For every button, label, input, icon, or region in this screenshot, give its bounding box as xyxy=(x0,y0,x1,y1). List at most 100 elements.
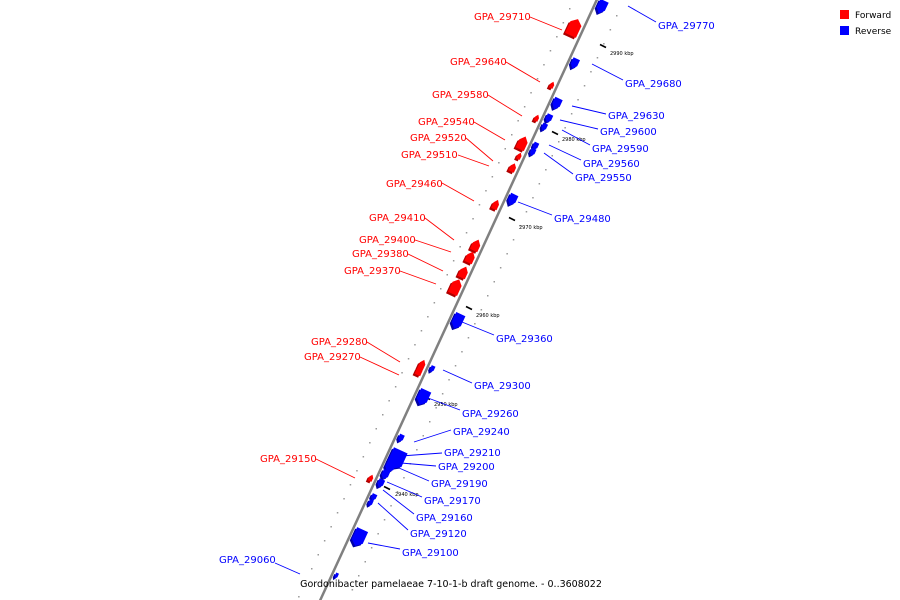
gene-label[interactable]: GPA_29060 xyxy=(219,555,276,566)
gene-glyph[interactable] xyxy=(470,239,481,253)
gene-label[interactable]: GPA_29370 xyxy=(344,266,401,277)
gene-glyph[interactable] xyxy=(532,141,540,150)
backbone-dot xyxy=(487,295,489,297)
gene-label-connector xyxy=(548,144,582,161)
gene-label[interactable]: GPA_29280 xyxy=(311,337,368,348)
gene-glyph[interactable] xyxy=(448,279,462,296)
gene-glyph[interactable] xyxy=(596,0,609,14)
backbone-dot xyxy=(433,302,436,304)
gene-label[interactable]: GPA_29510 xyxy=(401,150,458,161)
gene-label[interactable]: GPA_29480 xyxy=(554,214,611,225)
gene-glyph[interactable] xyxy=(545,113,554,123)
gene-glyph[interactable] xyxy=(508,163,516,173)
gene-label[interactable]: GPA_29160 xyxy=(416,513,473,524)
gene-label[interactable]: GPA_29260 xyxy=(462,409,519,420)
gene-glyph[interactable] xyxy=(516,152,522,160)
gene-label[interactable]: GPA_29600 xyxy=(600,127,657,138)
gene-label[interactable]: GPA_29680 xyxy=(625,79,682,90)
gene-label[interactable]: GPA_29210 xyxy=(444,448,501,459)
gene-glyph[interactable] xyxy=(377,478,386,488)
gene-label[interactable]: GPA_29150 xyxy=(260,454,317,465)
gene-label[interactable]: GPA_29550 xyxy=(575,173,632,184)
backbone-dot xyxy=(506,253,508,255)
gene-glyph[interactable] xyxy=(334,572,339,579)
backbone-dot xyxy=(498,162,500,164)
gene-glyph[interactable] xyxy=(398,433,405,442)
backbone-dot xyxy=(517,120,519,122)
gene-glyph[interactable] xyxy=(457,266,468,280)
backbone-dot xyxy=(429,421,431,423)
backbone-dot xyxy=(427,316,429,318)
gene-glyph[interactable] xyxy=(570,57,580,69)
gene-label[interactable]: GPA_29100 xyxy=(402,548,459,559)
gene-glyph[interactable] xyxy=(565,19,582,38)
gene-glyph[interactable] xyxy=(414,365,423,377)
gene-glyph[interactable] xyxy=(351,527,369,546)
gene-glyph[interactable] xyxy=(508,192,519,206)
gene-label-connector xyxy=(442,369,473,384)
gene-label[interactable]: GPA_29360 xyxy=(496,334,553,345)
gene-label[interactable]: GPA_29560 xyxy=(583,159,640,170)
gene-glyph[interactable] xyxy=(367,474,374,482)
gene-label[interactable]: GPA_29120 xyxy=(410,529,467,540)
gene-label[interactable]: GPA_29400 xyxy=(359,235,416,246)
gene-label[interactable]: GPA_29580 xyxy=(432,90,489,101)
scale-tick-label: 2990 kbp xyxy=(610,51,634,57)
gene-label[interactable]: GPA_29770 xyxy=(658,21,715,32)
gene-label[interactable]: GPA_29270 xyxy=(304,352,361,363)
backbone-dot xyxy=(422,435,424,437)
gene-label[interactable]: GPA_29190 xyxy=(431,479,488,490)
gene-glyph[interactable] xyxy=(368,499,374,507)
gene-label[interactable]: GPA_29170 xyxy=(424,496,481,507)
gene-label[interactable]: GPA_29590 xyxy=(592,144,649,155)
gene-glyph[interactable] xyxy=(548,81,555,89)
backbone-dot xyxy=(446,274,448,276)
gene-label[interactable]: GPA_29410 xyxy=(369,213,426,224)
gene-glyph[interactable] xyxy=(541,122,549,131)
label-connectors xyxy=(274,5,657,575)
backbone-dot xyxy=(562,22,565,24)
gene-glyph[interactable] xyxy=(491,199,499,211)
gene-glyph[interactable] xyxy=(371,493,378,501)
gene-label[interactable]: GPA_29200 xyxy=(438,462,495,473)
gene-glyph[interactable] xyxy=(515,136,528,152)
gene-label-connector xyxy=(382,489,415,515)
gene-label-connector xyxy=(487,94,523,117)
backbone-dot xyxy=(407,358,410,360)
genome-backbone xyxy=(318,0,599,600)
gene-glyph[interactable] xyxy=(464,251,475,265)
backbone-dot xyxy=(454,365,457,367)
backbone-dot xyxy=(416,449,418,451)
backbone-dot xyxy=(519,225,521,227)
gene-glyph[interactable] xyxy=(416,388,432,405)
gene-glyph[interactable] xyxy=(533,114,539,122)
backbone-dot xyxy=(493,281,495,283)
gene-label-connector xyxy=(441,182,475,202)
gene-glyph[interactable] xyxy=(530,147,537,156)
gene-label-connector xyxy=(274,562,301,575)
gene-label[interactable]: GPA_29240 xyxy=(453,427,510,438)
gene-label[interactable]: GPA_29380 xyxy=(352,249,409,260)
gene-glyph[interactable] xyxy=(385,459,397,473)
genome-caption: Gordonibacter pamelaeae 7-10-1-b draft g… xyxy=(300,579,602,590)
gene-label[interactable]: GPA_29540 xyxy=(418,117,475,128)
gene-label-connector xyxy=(559,119,599,130)
gene-glyph[interactable] xyxy=(451,312,466,329)
gene-glyph[interactable] xyxy=(430,365,436,373)
gene-label[interactable]: GPA_29640 xyxy=(450,57,507,68)
gene-label[interactable]: GPA_29460 xyxy=(386,179,443,190)
backbone-dot xyxy=(570,113,573,115)
gene-label[interactable]: GPA_29520 xyxy=(410,133,467,144)
scale-tick-label: 2980 kbp xyxy=(562,137,586,143)
gene-glyph[interactable] xyxy=(381,468,391,480)
gene-label[interactable]: GPA_29300 xyxy=(474,381,531,392)
gene-labels: GPA_29770 GPA_29710 GPA_29680 GPA_29640 GPA_… xyxy=(219,12,715,566)
gene-label-connector xyxy=(359,356,400,376)
gene-glyph[interactable] xyxy=(552,96,563,110)
backbone-dot xyxy=(336,512,339,514)
backbone-dot xyxy=(491,176,494,178)
gene-label[interactable]: GPA_29710 xyxy=(474,12,531,23)
gene-label-connector xyxy=(505,61,541,83)
gene-label[interactable]: GPA_29630 xyxy=(608,111,665,122)
